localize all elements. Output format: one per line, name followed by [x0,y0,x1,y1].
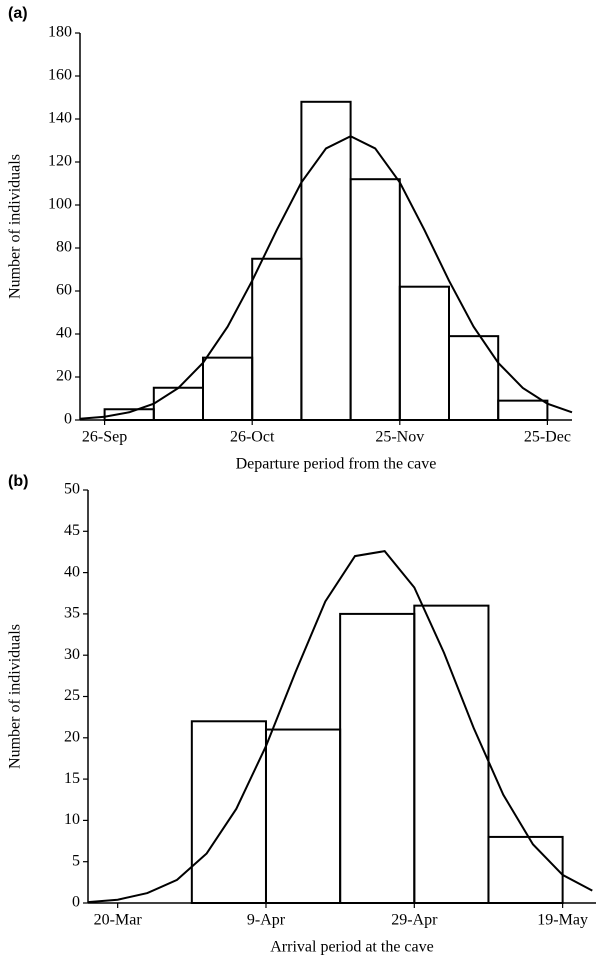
y-tick-label: 0 [64,411,72,428]
y-tick-label: 140 [48,110,72,127]
x-tick-label: 19-May [537,912,588,929]
x-axis-label: Departure period from the cave [236,456,437,473]
x-tick-label: 25-Nov [375,429,424,446]
bar [448,335,500,421]
y-tick-label: 30 [64,646,80,663]
y-tick-label: 160 [48,67,72,84]
y-tick-label: 45 [64,522,80,539]
x-tick-label: 20-Mar [94,912,143,929]
y-tick-label: 100 [48,196,72,213]
y-tick-label: 25 [64,687,80,704]
x-tick-label: 26-Oct [230,429,275,446]
y-tick-label: 20 [56,368,72,385]
bar [152,386,205,421]
y-tick-label: 60 [56,282,72,299]
x-tick-label: 26-Sep [82,429,127,446]
x-tick-label: 9-Apr [247,912,286,929]
y-tick-label: 20 [64,728,80,745]
y-tick-label: 15 [64,770,80,787]
bar [349,178,401,421]
bar [202,356,254,421]
bar [413,604,490,904]
y-tick-label: 10 [64,811,80,828]
bar [190,720,267,905]
panel-label: (a) [8,5,28,22]
y-axis-label: Number of individuals [7,154,24,299]
bar [251,257,303,421]
y-tick-label: 0 [72,894,80,911]
y-tick-label: 40 [56,325,72,342]
bar [339,612,416,905]
y-tick-label: 120 [48,153,72,170]
y-tick-label: 35 [64,605,80,622]
y-tick-label: 80 [56,239,72,256]
panel-label: (b) [8,473,28,490]
bar [487,835,564,904]
y-axis-label: Number of individuals [7,624,24,769]
x-tick-label: 25-Dec [524,429,571,446]
y-tick-label: 180 [48,24,72,41]
bar [398,285,450,422]
bar [497,399,549,421]
y-tick-label: 50 [64,481,80,498]
bar [264,728,342,904]
x-tick-label: 29-Apr [391,912,438,929]
fit-curve [79,135,573,420]
fit-curve [87,550,593,904]
x-axis-label: Arrival period at the cave [270,939,433,956]
y-tick-label: 5 [72,852,80,869]
y-tick-label: 40 [64,563,80,580]
